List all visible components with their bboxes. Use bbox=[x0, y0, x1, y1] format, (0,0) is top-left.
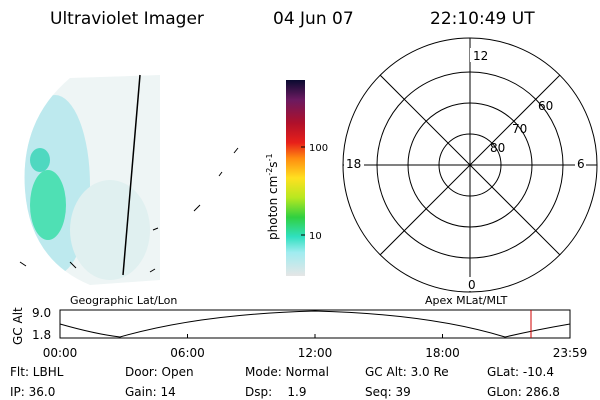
date: 04 Jun 07 bbox=[273, 9, 354, 29]
y-axis-label: GC Alt bbox=[11, 307, 25, 345]
x-tick-label: 06:00 bbox=[170, 346, 205, 360]
status-field: Flt: LBHL bbox=[10, 365, 64, 379]
auroral-image bbox=[19, 74, 239, 285]
colorbar-label: photon cm-2s-1 bbox=[265, 153, 280, 240]
mlt-label: 6 bbox=[577, 157, 585, 171]
lat-label: 80 bbox=[490, 141, 505, 155]
status-field: Mode: Normal bbox=[245, 365, 329, 379]
status-field: Gain: 14 bbox=[125, 385, 176, 399]
mlt-label: 12 bbox=[473, 49, 488, 63]
colorbar-tick: 100 bbox=[309, 143, 328, 154]
title: Ultraviolet Imager bbox=[50, 9, 204, 29]
x-tick-label: 23:59 bbox=[553, 346, 588, 360]
y-tick-label: 1.8 bbox=[32, 328, 51, 342]
status-field: GLon: 286.8 bbox=[487, 385, 560, 399]
status-field: GLat: -10.4 bbox=[487, 365, 554, 379]
time: 22:10:49 UT bbox=[430, 9, 535, 29]
y-tick-label: 9.0 bbox=[32, 306, 51, 320]
mlt-label: 0 bbox=[468, 278, 476, 292]
altitude-curve bbox=[59, 310, 571, 338]
status-field: GC Alt: 3.0 Re bbox=[365, 365, 449, 379]
panel-label: Geographic Lat/Lon bbox=[70, 294, 177, 307]
lat-label: 60 bbox=[538, 99, 553, 113]
x-tick-label: 12:00 bbox=[298, 346, 333, 360]
polar-grid bbox=[342, 37, 598, 293]
x-tick-label: 18:00 bbox=[425, 346, 460, 360]
x-tick-label: 00:00 bbox=[43, 346, 78, 360]
status-field: Seq: 39 bbox=[365, 385, 411, 399]
colorbar-tick: 10 bbox=[309, 231, 322, 242]
panel-label: Apex MLat/MLT bbox=[425, 294, 508, 307]
status-field: Door: Open bbox=[125, 365, 194, 379]
lat-label: 70 bbox=[512, 122, 527, 136]
colorbar bbox=[286, 80, 305, 276]
status-field: Dsp: 1.9 bbox=[245, 385, 307, 399]
status-field: IP: 36.0 bbox=[10, 385, 55, 399]
mlt-label: 18 bbox=[346, 157, 361, 171]
